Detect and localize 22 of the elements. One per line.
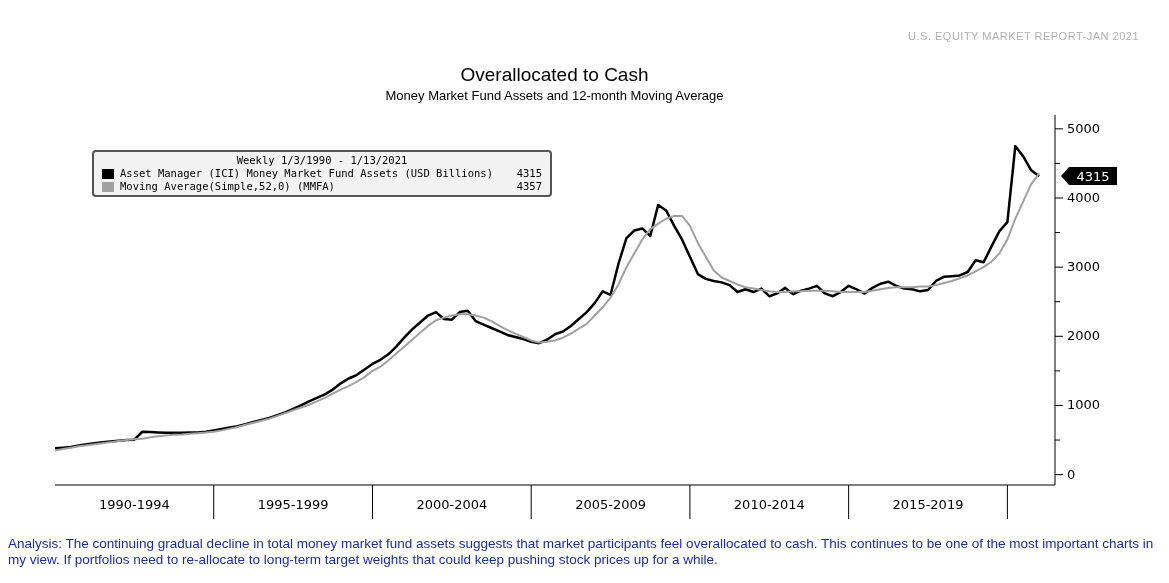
x-tick-label: 2015-2019 bbox=[892, 497, 964, 512]
y-tick-label: 2000 bbox=[1067, 328, 1101, 344]
legend-label: Moving Average(Simple,52,0) (MMFA) bbox=[120, 180, 336, 193]
x-tick-label: 2000-2004 bbox=[416, 497, 488, 512]
chart-subtitle: Money Market Fund Assets and 12-month Moving Average bbox=[384, 88, 725, 103]
x-tick-label: 2005-2009 bbox=[575, 497, 646, 512]
legend-label: Asset Manager (ICI) Money Market Fund Assets (USD Billions) bbox=[120, 167, 494, 180]
text: 4315 bbox=[1076, 169, 1110, 185]
x-tick-label: 1990-1994 bbox=[98, 497, 170, 512]
y-tick-label: 0 bbox=[1067, 466, 1076, 482]
legend-title: Weekly 1/3/1990 - 1/13/2021 bbox=[235, 154, 409, 167]
y-tick-label: 4000 bbox=[1067, 189, 1101, 205]
annotation: 4315 bbox=[516, 167, 542, 180]
annotation: 4357 bbox=[516, 180, 542, 193]
y-tick-label: 3000 bbox=[1067, 259, 1101, 275]
text: U.S. EQUITY MARKET REPORT-JAN 2021 bbox=[908, 30, 1139, 42]
x-tick-label: 2010-2014 bbox=[733, 497, 805, 512]
text: Analysis: The continuing gradual decline in total money market fund assets suggests that market participants feel overallocated to cash. This continues to be one of the most important charts in my view. If portfolios need to re-allocate to long-term target weights that could keep pushing stock prices up for a while. bbox=[8, 536, 1155, 568]
x-tick-label: 1995-1999 bbox=[257, 497, 329, 512]
y-tick-label: 5000 bbox=[1067, 120, 1101, 136]
y-tick-label: 1000 bbox=[1067, 397, 1101, 413]
chart-title: Overallocated to Cash bbox=[459, 64, 650, 86]
